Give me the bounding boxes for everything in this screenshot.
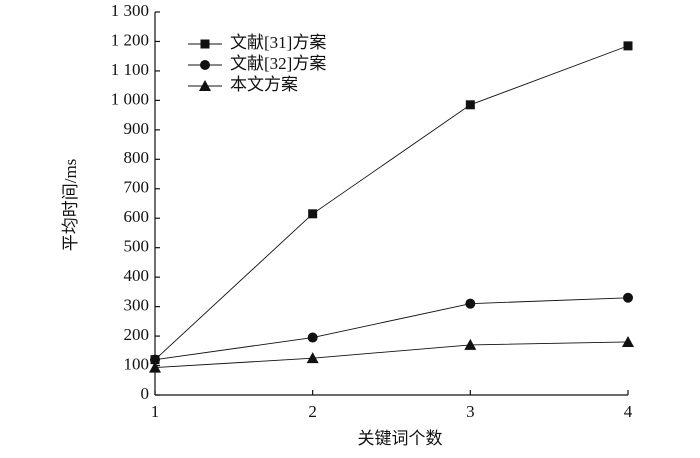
y-tick-label: 300 xyxy=(124,296,150,315)
y-tick-label: 800 xyxy=(124,148,150,167)
marker xyxy=(465,298,476,309)
y-tick-label: 1 200 xyxy=(111,30,149,49)
x-tick-label: 3 xyxy=(466,402,475,421)
legend-label: 文献[31]方案 xyxy=(230,33,326,52)
marker xyxy=(622,335,634,347)
marker xyxy=(464,338,477,350)
marker xyxy=(623,41,633,51)
marker xyxy=(308,209,318,219)
marker xyxy=(199,80,211,91)
x-axis-label: 关键词个数 xyxy=(358,429,443,448)
legend-label: 本文方案 xyxy=(230,75,298,94)
series-line xyxy=(154,45,629,360)
y-tick-label: 1 300 xyxy=(111,1,149,20)
y-tick-label: 500 xyxy=(124,237,150,256)
y-tick-label: 600 xyxy=(124,207,150,226)
y-tick-label: 0 xyxy=(141,384,150,403)
marker xyxy=(623,292,633,303)
marker xyxy=(465,100,475,110)
y-tick-label: 1 000 xyxy=(111,89,149,108)
marker xyxy=(306,352,319,364)
marker xyxy=(200,39,210,49)
x-tick-label: 2 xyxy=(308,402,317,421)
marker xyxy=(150,354,160,365)
y-tick-label: 200 xyxy=(124,325,150,344)
marker xyxy=(149,361,161,373)
y-axis-label: 平均时间/ms xyxy=(61,159,80,252)
y-tick-label: 700 xyxy=(124,178,150,197)
marker xyxy=(307,332,318,343)
y-tick-label: 100 xyxy=(124,354,150,373)
x-tick-label: 1 xyxy=(151,402,160,421)
y-tick-label: 1 100 xyxy=(111,60,149,79)
legend-label: 文献[32]方案 xyxy=(230,54,326,73)
y-tick-label: 900 xyxy=(124,119,150,138)
marker xyxy=(200,60,210,70)
y-tick-label: 400 xyxy=(124,266,150,285)
series-line xyxy=(154,297,629,361)
series-line xyxy=(154,341,629,369)
x-tick-label: 4 xyxy=(624,402,633,421)
